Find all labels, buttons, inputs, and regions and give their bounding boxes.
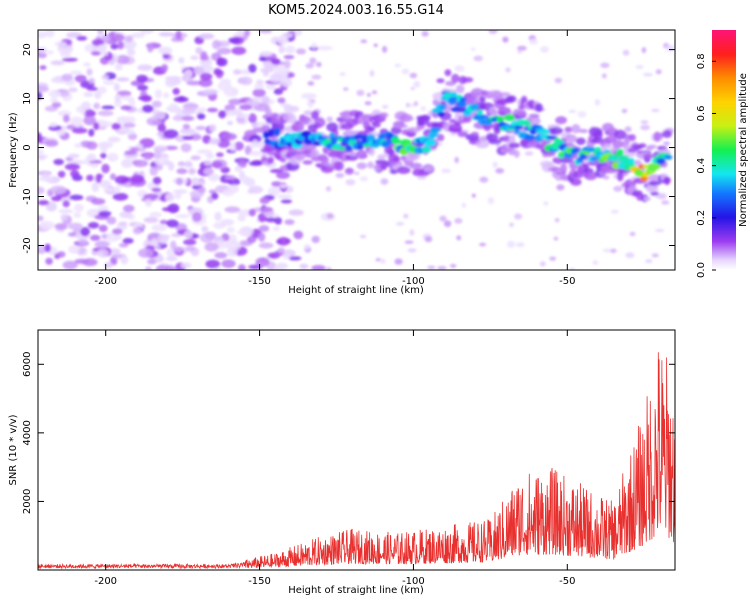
spectrogram-image: [38, 30, 675, 270]
spectrogram-y-ticks: -20 -10 0 10 20: [22, 43, 675, 254]
colorbar-tick-label: 0.8: [696, 53, 707, 69]
x-tick-label: -200: [94, 576, 117, 587]
colorbar-gradient: [712, 30, 736, 270]
x-tick-label: -50: [559, 276, 575, 287]
colorbar-tick-label: 0.6: [696, 106, 707, 122]
spectrogram-y-axis-label: Frequency (Hz): [8, 112, 19, 188]
snr-panel: -200 -150 -100 -50 2000 4000 6000 Height of s…: [8, 329, 676, 596]
y-tick-label: -10: [22, 188, 33, 204]
spectrogram-x-axis-label: Height of straight line (km): [288, 285, 424, 296]
spectrogram-x-ticks: -200 -150 -100 -50: [94, 30, 575, 287]
colorbar-label: Normalized spectral amplitude: [738, 73, 749, 227]
colorbar-tick-label: 0.2: [696, 210, 707, 226]
colorbar-tick-label: 0.4: [696, 158, 707, 174]
snr-x-axis-label: Height of straight line (km): [288, 585, 424, 596]
x-tick-label: -200: [94, 276, 117, 287]
colorbar: 0.0 0.2 0.4 0.6 0.8 Normalized spectral ampl…: [696, 30, 749, 278]
y-tick-label: 6000: [22, 352, 33, 377]
snr-y-ticks: 2000 4000 6000: [22, 352, 675, 514]
y-tick-label: 20: [22, 43, 33, 56]
x-tick-label: -150: [248, 276, 271, 287]
figure-title: KOM5.2024.003.16.55.G14: [268, 3, 444, 18]
snr-series-line: [38, 352, 675, 570]
snr-frame: [37, 329, 676, 571]
y-tick-label: 4000: [22, 420, 33, 445]
x-tick-label: -50: [559, 576, 575, 587]
snr-x-ticks: -200 -150 -100 -50: [94, 330, 575, 587]
spectrogram-frame: [37, 29, 676, 271]
snr-plot-area: [38, 352, 675, 570]
y-tick-label: 2000: [22, 489, 33, 514]
x-tick-label: -150: [248, 576, 271, 587]
x-tick-label: -100: [402, 576, 425, 587]
colorbar-ticks: 0.0 0.2 0.4 0.6 0.8: [696, 53, 716, 278]
y-tick-label: 0: [22, 144, 33, 150]
snr-y-axis-label: SNR (10 * v/v): [8, 414, 19, 485]
colorbar-tick-label: 0.0: [696, 262, 707, 278]
y-tick-label: -20: [22, 237, 33, 253]
y-tick-label: 10: [22, 92, 33, 105]
x-tick-label: -100: [402, 276, 425, 287]
